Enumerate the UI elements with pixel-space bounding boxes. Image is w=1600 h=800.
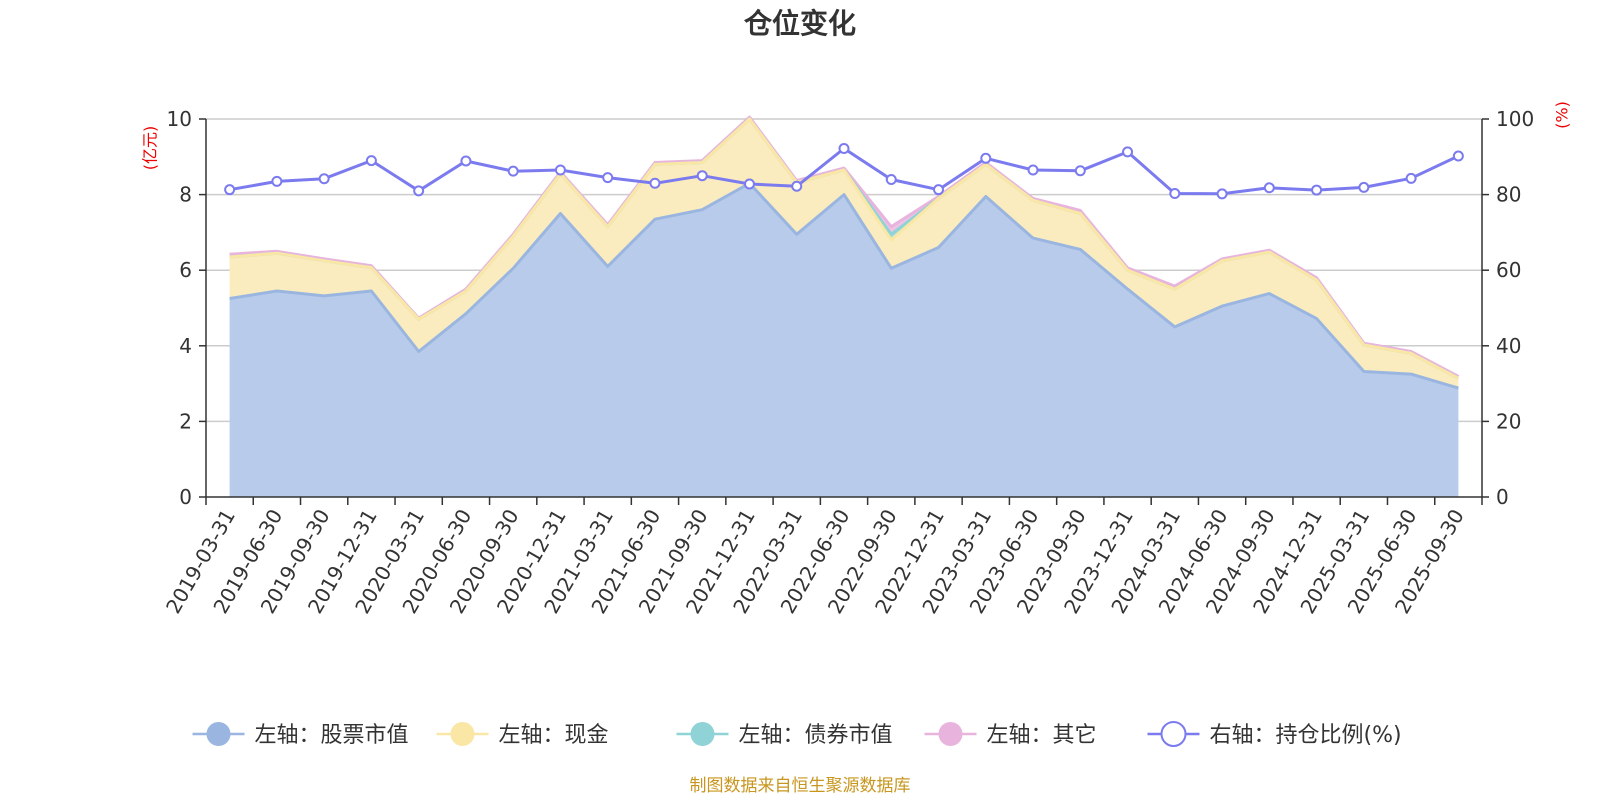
left-tick-label: 0 (179, 485, 192, 509)
left-tick-label: 10 (167, 107, 192, 131)
chart-title: 仓位变化 (744, 7, 856, 40)
ratio-point (365, 155, 377, 167)
ratio-point (413, 185, 425, 197)
ratio-point (1405, 172, 1417, 184)
area-edge-line (229, 117, 1460, 380)
ratio-point (1311, 184, 1323, 196)
legend-circle-icon (690, 722, 715, 746)
ratio-point (1027, 164, 1039, 176)
line-series-group (224, 142, 1464, 200)
legend-item[interactable]: 左轴：债券市值 (676, 722, 893, 748)
ratio-point (980, 152, 992, 164)
area-fill (229, 183, 1459, 498)
left-tick-label: 2 (179, 409, 192, 433)
legend-item[interactable]: 右轴：持仓比例(%) (1147, 721, 1402, 748)
right-tick-label: 100 (1496, 107, 1534, 131)
right-tick-label: 20 (1496, 409, 1521, 433)
ratio-point (318, 173, 330, 185)
legend-item[interactable]: 左轴：现金 (436, 722, 609, 748)
ratio-point (1452, 150, 1464, 162)
source-note: 制图数据来自恒生聚源数据库 (690, 776, 911, 796)
ratio-point (743, 178, 755, 190)
ratio-point (696, 170, 708, 182)
left-tick-label: 4 (179, 334, 192, 358)
left-tick-label: 6 (179, 258, 192, 282)
ratio-point (1263, 182, 1275, 194)
right-tick-label: 40 (1496, 334, 1521, 358)
ratio-point (271, 175, 283, 187)
ratio-point (1216, 188, 1228, 200)
right-tick-label: 80 (1496, 183, 1521, 207)
ratio-point (1358, 181, 1370, 193)
ratio-point (224, 184, 236, 196)
legend-circle-icon (938, 722, 963, 746)
left-tick-label: 8 (179, 183, 192, 207)
right-tick-label: 0 (1496, 485, 1509, 509)
legend-item[interactable]: 左轴：股票市值 (192, 722, 409, 748)
ratio-point (885, 173, 897, 185)
ratio-point (460, 155, 472, 167)
legend-circle-icon (1160, 721, 1187, 747)
legend-label: 右轴：持仓比例(%) (1210, 723, 1402, 748)
legend-item[interactable]: 左轴：其它 (924, 722, 1097, 748)
ratio-point (554, 164, 566, 176)
ratio-point (602, 172, 614, 184)
legend-label: 左轴：债券市值 (739, 723, 893, 748)
legend-label: 左轴：其它 (987, 723, 1097, 748)
area-series-group (229, 115, 1460, 498)
legend: 左轴：股票市值 左轴：现金 左轴：债券市值 左轴：其它 右轴：持仓比例(%) (192, 721, 1402, 748)
ratio-point (1122, 146, 1134, 158)
left-axis-unit: (亿元) (141, 126, 160, 171)
ratio-point (1074, 165, 1086, 177)
legend-circle-icon (450, 722, 475, 746)
ratio-point (1169, 187, 1181, 199)
legend-label: 左轴：现金 (499, 723, 609, 748)
ratio-point (838, 142, 850, 154)
ratio-point (507, 165, 519, 177)
legend-label: 左轴：股票市值 (255, 723, 409, 748)
right-axis-unit: (%) (1553, 101, 1572, 129)
ratio-point (933, 184, 945, 196)
legend-circle-icon (206, 722, 231, 746)
ratio-point (791, 180, 803, 192)
area-edge-line (229, 181, 1459, 390)
right-tick-label: 60 (1496, 258, 1521, 282)
ratio-point (649, 177, 661, 189)
area-fill (229, 119, 1459, 389)
